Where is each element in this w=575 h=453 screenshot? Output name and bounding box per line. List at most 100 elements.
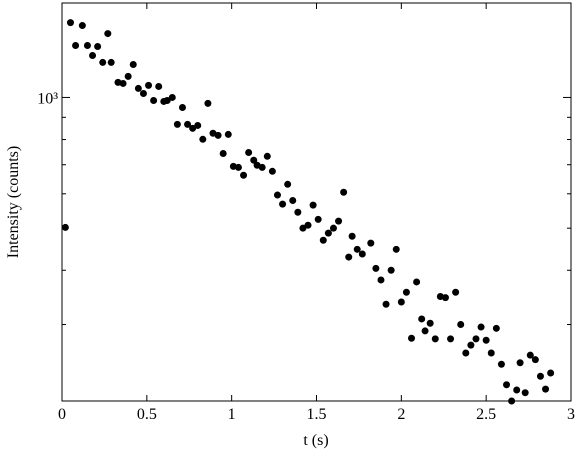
x-tick-label: 1.5 [307,406,327,423]
data-point [139,90,147,98]
data-point [155,82,163,90]
data-point [372,264,380,272]
data-point [61,223,69,231]
data-point [224,130,232,138]
data-point [168,93,176,101]
data-point [72,42,80,50]
data-point [387,266,395,274]
data-point [204,99,212,107]
data-point [83,42,91,50]
data-point [335,217,343,225]
data-point [418,315,426,323]
data-point [462,349,470,357]
data-point [66,19,74,27]
data-point [340,188,348,196]
data-point [421,327,429,335]
data-point [289,197,297,205]
data-point [199,135,207,143]
data-point [219,149,227,157]
data-point [441,294,449,302]
data-point [516,359,524,367]
data-point [329,224,337,232]
data-point [508,397,516,405]
data-point [268,167,276,175]
data-point [189,124,197,132]
data-point [150,96,158,104]
data-point [487,349,495,357]
data-point [194,121,202,129]
data-point [309,201,317,209]
plot-frame [61,2,572,402]
data-point [294,208,302,216]
data-point [492,324,500,332]
data-point [531,356,539,364]
data-point [348,232,356,240]
x-tick-label: 0 [58,406,66,423]
x-tick-label: 1 [228,406,236,423]
data-point [467,341,475,349]
data-point [245,148,253,156]
data-point [145,81,153,89]
data-point [304,221,312,229]
data-point [452,288,460,296]
data-point [402,288,410,296]
data-point [214,131,222,139]
data-point [367,239,375,247]
data-point [78,22,86,30]
data-point [129,60,137,68]
data-point [382,300,390,308]
data-point [314,215,322,223]
data-point [477,323,485,331]
x-tick-label: 3 [567,406,575,423]
data-point [273,191,281,199]
data-point [542,385,550,393]
data-point [536,372,544,380]
x-tick-label: 2 [397,406,405,423]
data-point [397,298,405,306]
y-tick-label: 10³ [37,90,58,107]
x-tick-label: 0.5 [137,406,157,423]
data-point [163,96,171,104]
data-point [119,79,127,87]
data-point [263,152,271,160]
data-point [513,386,521,394]
data-point [258,163,266,171]
data-point [447,335,455,343]
data-point [521,389,529,397]
data-point [472,335,480,343]
data-point [94,43,102,51]
data-point [377,276,385,284]
data-point [358,250,366,258]
data-point [431,335,439,343]
data-point [319,236,327,244]
data-point [284,180,292,188]
data-point [89,52,97,60]
data-point [345,253,353,261]
data-point [353,245,361,253]
data-point [234,163,242,171]
data-point [107,58,115,66]
data-point [392,245,400,253]
data-point [104,30,112,38]
data-point [526,351,534,359]
data-point [240,171,248,179]
x-axis-label: t (s) [303,432,328,449]
data-point [250,156,258,164]
data-point [547,369,555,377]
x-tick-label: 2.5 [476,406,496,423]
data-point [178,104,186,112]
data-point [482,336,490,344]
data-point [426,319,434,327]
data-point [124,72,132,80]
data-point [457,321,465,329]
data-point [503,381,511,389]
data-point [173,120,181,128]
data-point [279,200,287,208]
data-point [324,229,332,237]
y-axis-label: Intensity (counts) [5,146,22,258]
data-point [134,84,142,92]
data-point [184,120,192,128]
data-point [497,360,505,368]
data-point [408,334,416,342]
